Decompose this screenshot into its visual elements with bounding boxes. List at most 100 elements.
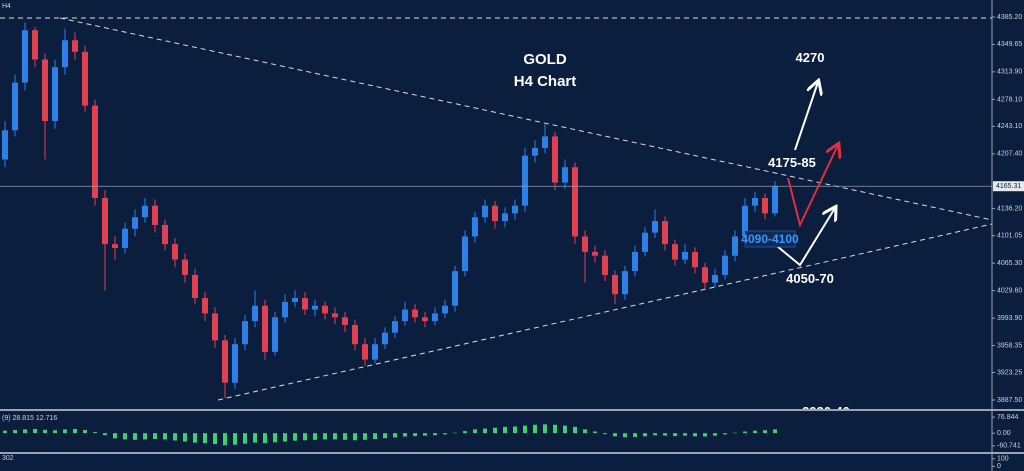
candle-body	[502, 213, 508, 222]
macd-bar	[363, 433, 367, 440]
macd-bar	[553, 424, 557, 434]
candle-body	[742, 205, 748, 237]
candle-body	[142, 205, 148, 218]
arrow-red	[787, 145, 838, 228]
macd-bar	[273, 433, 277, 443]
candle-body	[712, 274, 718, 283]
macd-bar	[583, 429, 587, 434]
candle-body	[512, 205, 518, 214]
candle-body	[482, 205, 488, 218]
macd-bar	[433, 433, 437, 436]
candle-body	[392, 321, 398, 333]
macd-bar	[683, 433, 687, 436]
macd-bar	[563, 425, 567, 434]
candle-body	[682, 251, 688, 260]
macd-bar	[73, 428, 77, 434]
macd-bar	[53, 430, 57, 434]
candle-body	[102, 197, 108, 245]
candle-body	[112, 244, 118, 249]
candle-body	[192, 274, 198, 299]
macd-bar	[133, 433, 137, 440]
candle-body	[752, 197, 758, 206]
candle-body	[472, 217, 478, 237]
macd-bar	[13, 430, 17, 434]
candle-body	[542, 136, 548, 148]
macd-bar	[603, 433, 607, 435]
y-tick-label: 4349.65	[997, 41, 1022, 48]
macd-bar	[23, 429, 27, 434]
candle-body	[632, 251, 638, 272]
candle-body	[572, 167, 578, 237]
macd-bar	[673, 433, 677, 437]
candle-body	[172, 244, 178, 260]
candle-body	[162, 224, 168, 245]
candle-body	[462, 236, 468, 272]
macd-bar	[533, 424, 537, 434]
y-tick-label: 0.00	[997, 430, 1011, 437]
macd-bar	[743, 431, 747, 434]
candle-body	[182, 259, 188, 275]
candle-body	[152, 205, 158, 225]
annotation: 4090-4100	[741, 232, 799, 246]
macd-bar	[573, 426, 577, 434]
annotation: 4270	[796, 50, 825, 65]
last-price-label: 4165.31	[996, 183, 1021, 190]
candle-body	[352, 324, 358, 345]
macd-bar	[323, 433, 327, 440]
candle-body	[382, 332, 388, 345]
macd-bar	[713, 433, 717, 436]
timeframe: H4	[2, 3, 11, 10]
macd-bar	[173, 433, 177, 441]
macd-bar	[453, 432, 457, 434]
macd-bar	[103, 433, 107, 436]
macd-bar	[83, 430, 87, 434]
macd-bar	[483, 428, 487, 434]
candle-body	[652, 221, 658, 233]
macd-bar	[43, 429, 47, 434]
macd-bar	[703, 433, 707, 437]
macd-bar	[523, 425, 527, 434]
macd-bar	[3, 430, 7, 434]
candle-body	[22, 30, 28, 83]
y-tick-label: 3958.35	[997, 342, 1022, 349]
candle-body	[292, 298, 298, 302]
macd-bar	[653, 433, 657, 436]
macd-bar	[623, 433, 627, 438]
annotation-box	[744, 230, 796, 248]
indicator-background	[0, 410, 1024, 471]
macd-bar	[253, 433, 257, 443]
last-price-box	[993, 181, 1024, 192]
candle-body	[212, 313, 218, 341]
macd-bar	[423, 433, 427, 436]
macd-bar	[513, 426, 517, 434]
y-tick-label: 4278.10	[997, 96, 1022, 103]
macd-bar	[413, 433, 417, 437]
macd-bar	[343, 433, 347, 440]
candle-body	[92, 105, 98, 198]
candles	[0, 22, 992, 399]
macd-bar	[383, 433, 387, 439]
y-tick-label: -60.741	[997, 443, 1021, 450]
macd-bar	[113, 433, 117, 439]
arrow-white	[771, 208, 835, 267]
y-tick-label: 4029.60	[997, 287, 1022, 294]
macd-bar	[763, 430, 767, 434]
candle-body	[642, 232, 648, 252]
candle-body	[442, 305, 448, 314]
candle-body	[52, 67, 58, 122]
macd-bar	[443, 433, 447, 435]
macd-bar	[33, 428, 37, 434]
candle-body	[532, 147, 538, 156]
macd-bar	[613, 433, 617, 437]
candle-body	[492, 205, 498, 222]
y-tick-label: 4065.30	[997, 260, 1022, 267]
y-tick-label: 100	[997, 456, 1009, 463]
macd-bar	[543, 424, 547, 434]
candle-body	[602, 255, 608, 275]
y-tick-label: 4101.05	[997, 233, 1022, 240]
candle-body	[762, 197, 768, 214]
y-tick-label: 4385.20	[997, 14, 1022, 21]
arrow-up	[794, 82, 818, 151]
y-tick-label: 4136.20	[997, 205, 1022, 212]
